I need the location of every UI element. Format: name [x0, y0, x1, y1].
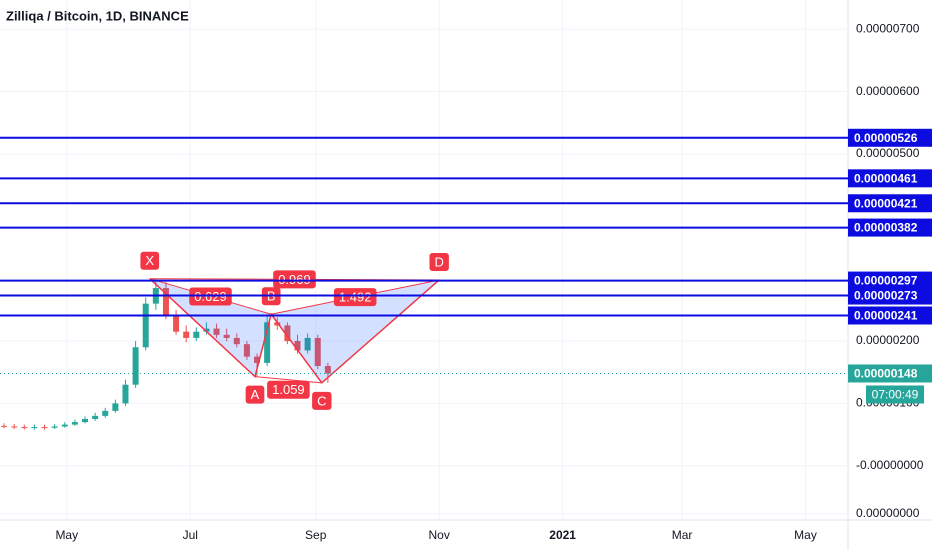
pattern-ratio-label-box — [273, 270, 316, 289]
level-label-box — [848, 128, 932, 147]
x-tick-label: May — [55, 528, 78, 542]
pattern-ratio-label: 1.492 — [339, 290, 372, 305]
x-tick-label: Nov — [429, 528, 450, 542]
candle-body — [1, 425, 8, 427]
level-label: 0.00000241 — [854, 309, 918, 323]
level-label: 0.00000461 — [854, 171, 918, 185]
pattern-fill — [271, 279, 440, 383]
candle-body — [71, 422, 78, 425]
candle-body — [284, 325, 291, 342]
candle-body — [294, 341, 301, 351]
countdown-box — [866, 385, 924, 404]
level-label: 0.00000273 — [854, 289, 918, 303]
level-label: 0.00000297 — [854, 274, 918, 288]
candle-body — [31, 427, 38, 429]
candle-body — [304, 337, 311, 351]
y-tick-label: 0.00000000 — [856, 506, 920, 520]
candle-body — [274, 322, 281, 326]
pattern-point-label: D — [434, 254, 443, 269]
x-tick-label: Jul — [183, 528, 198, 542]
countdown-label: 07:00:49 — [872, 388, 919, 402]
x-tick-label: Mar — [672, 528, 693, 542]
level-label-box — [848, 271, 932, 290]
level-label: 0.00000526 — [854, 131, 918, 145]
x-tick-label: May — [794, 528, 817, 542]
level-label-box — [848, 194, 932, 213]
pattern-point-label: A — [251, 387, 260, 402]
x-tick-label: Sep — [305, 528, 327, 542]
pattern-ratio-line — [254, 376, 322, 384]
level-label-box — [848, 306, 932, 325]
pattern-point-label-box — [245, 385, 265, 404]
y-tick-label: -0.00000000 — [856, 458, 924, 472]
candle-body — [112, 403, 119, 411]
y-tick-label: 0.00000700 — [856, 21, 920, 35]
level-label: 0.00000382 — [854, 221, 918, 235]
candle-body — [203, 328, 210, 332]
candle-body — [21, 427, 28, 429]
pattern-fill — [149, 278, 272, 377]
pattern-point-label: X — [145, 253, 154, 268]
candle-body — [11, 426, 18, 428]
candle-body — [132, 347, 139, 385]
candle-body — [193, 331, 200, 338]
pattern-point-label-box — [140, 251, 160, 270]
candle-body — [162, 288, 169, 317]
candle-body — [243, 344, 250, 357]
candle-body — [102, 410, 109, 416]
candle-body — [254, 356, 261, 363]
candle-body — [233, 337, 240, 345]
candle-body — [92, 415, 99, 419]
candle-body — [264, 322, 271, 363]
pattern-ratio-label-box — [267, 380, 310, 399]
candle-body — [51, 426, 58, 428]
level-label-box — [848, 286, 932, 305]
candle-body — [213, 328, 220, 335]
y-tick-label: 0.00000200 — [856, 333, 920, 347]
plot — [1, 278, 440, 430]
candle-body — [314, 337, 321, 366]
pattern-ratio-label: 0.969 — [278, 272, 311, 287]
candle-body — [122, 384, 129, 404]
overlay: 0.00000700 0.00000600 0.00000500 0.00000200… — [0, 21, 932, 542]
pattern-point-label: C — [317, 393, 326, 408]
candle-body — [324, 365, 331, 374]
candle-body — [183, 331, 190, 338]
candle-body — [223, 334, 230, 338]
chart-title: Zilliqa / Bitcoin, 1D, BINANCE — [6, 8, 189, 23]
pattern-ratio-label: 1.059 — [272, 382, 305, 397]
candle-body — [82, 418, 89, 423]
x-tick-label: 2021 — [549, 528, 576, 542]
current-price-box — [848, 364, 932, 383]
pattern-ratio-label-box — [333, 288, 377, 307]
candle-body — [142, 303, 149, 348]
level-label: 0.00000421 — [854, 196, 918, 210]
level-label-box — [848, 218, 932, 237]
level-label-box — [848, 169, 932, 188]
candle-body — [173, 316, 180, 332]
pattern-point-label-box — [429, 252, 449, 271]
candle-body — [61, 424, 68, 427]
pattern-point-label-box — [312, 391, 332, 410]
current-price-label: 0.00000148 — [854, 367, 918, 381]
candle-body — [41, 427, 48, 429]
y-tick-label: 0.00000500 — [856, 146, 920, 160]
y-tick-label: 0.00000600 — [856, 84, 920, 98]
